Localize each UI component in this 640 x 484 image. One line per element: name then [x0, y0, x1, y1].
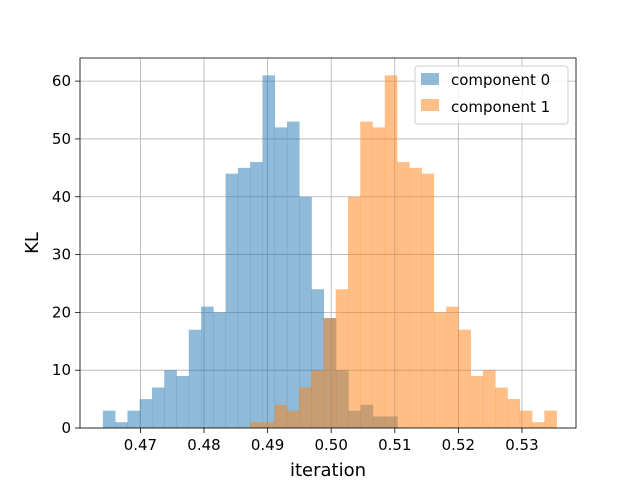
histogram-bar-series-1	[507, 399, 521, 428]
x-tick-label: 0.48	[187, 436, 220, 454]
histogram-bars	[102, 75, 557, 428]
plot-frame	[79, 57, 577, 429]
histogram-bar-series-1	[470, 375, 484, 428]
x-tick-label: 0.52	[442, 436, 475, 454]
y-tick-label: 20	[52, 303, 71, 321]
y-tick-label: 30	[52, 246, 71, 264]
histogram-bar-series-0	[115, 422, 128, 428]
histogram-bar-series-1	[532, 422, 545, 428]
histogram-bar-series-1	[446, 306, 459, 428]
histogram-bar-series-0	[237, 167, 251, 428]
y-tick-label: 0	[61, 419, 71, 437]
legend-swatch-component-0	[421, 73, 439, 85]
histogram-bar-series-1	[421, 173, 435, 428]
histogram-bar-series-1	[298, 387, 312, 428]
histogram-bar-series-0	[139, 399, 153, 428]
histogram-bar-series-1	[274, 404, 287, 428]
histogram-bar-series-1	[384, 75, 398, 428]
histogram-bar-series-1	[347, 196, 361, 428]
x-tick-label: 0.51	[378, 436, 411, 454]
legend-label-component-0: component 0	[451, 71, 550, 89]
histogram-bar-series-1	[482, 370, 496, 428]
x-tick-label: 0.50	[314, 436, 347, 454]
histogram-bar-series-0	[262, 75, 276, 428]
histogram-bar-series-1	[323, 318, 336, 428]
histogram-bar-series-0	[127, 410, 141, 428]
axis-ticks: 0.47 0.48 0.49 0.50 0.51 0.52 0.53 0 10 20 30 40 50 6…	[52, 72, 539, 454]
histogram-bar-series-0	[225, 173, 239, 428]
histogram-bar-series-0	[213, 312, 226, 428]
histogram-bar-series-0	[188, 329, 202, 428]
histogram-bar-series-1	[433, 312, 447, 428]
histogram-bar-series-1	[372, 127, 386, 428]
histogram-bar-series-0	[299, 196, 312, 428]
histogram-bar-series-0	[164, 370, 177, 428]
histogram-bar-series-1	[335, 289, 349, 428]
histogram-bar-series-1	[262, 422, 275, 428]
histogram-bar-series-1	[397, 162, 410, 428]
y-tick-label: 50	[52, 130, 71, 148]
legend-swatch-component-1	[421, 99, 439, 111]
x-tick-label: 0.47	[124, 436, 157, 454]
legend-label-component-1: component 1	[451, 98, 550, 116]
legend: component 0 component 1	[414, 65, 569, 125]
histogram-bar-series-1	[458, 329, 471, 428]
x-tick-label: 0.49	[251, 436, 284, 454]
histogram-bar-series-1	[249, 422, 263, 428]
x-tick-label: 0.53	[505, 436, 538, 454]
histogram-bar-series-0	[176, 375, 190, 428]
x-axis-label: iteration	[290, 460, 366, 480]
histogram-bar-series-1	[360, 121, 373, 428]
histogram-bar-series-1	[544, 410, 557, 428]
histogram-bar-series-1	[519, 410, 533, 428]
legend-box	[414, 65, 569, 125]
histogram-bar-series-0	[286, 121, 300, 428]
histogram-bar-series-1	[409, 167, 422, 428]
y-tick-label: 60	[52, 72, 71, 90]
histogram-bar-series-0	[201, 306, 214, 428]
y-tick-label: 10	[52, 361, 71, 379]
y-tick-label: 40	[52, 188, 71, 206]
histogram-bar-series-1	[311, 370, 324, 428]
histogram-bar-series-1	[286, 410, 300, 428]
histogram-bar-series-0	[102, 410, 116, 428]
y-axis-label: KL	[22, 232, 43, 254]
histogram-bar-series-0	[250, 162, 263, 428]
histogram-bar-series-0	[274, 127, 288, 428]
histogram-bar-series-0	[151, 387, 165, 428]
histogram-bar-series-1	[495, 387, 508, 428]
